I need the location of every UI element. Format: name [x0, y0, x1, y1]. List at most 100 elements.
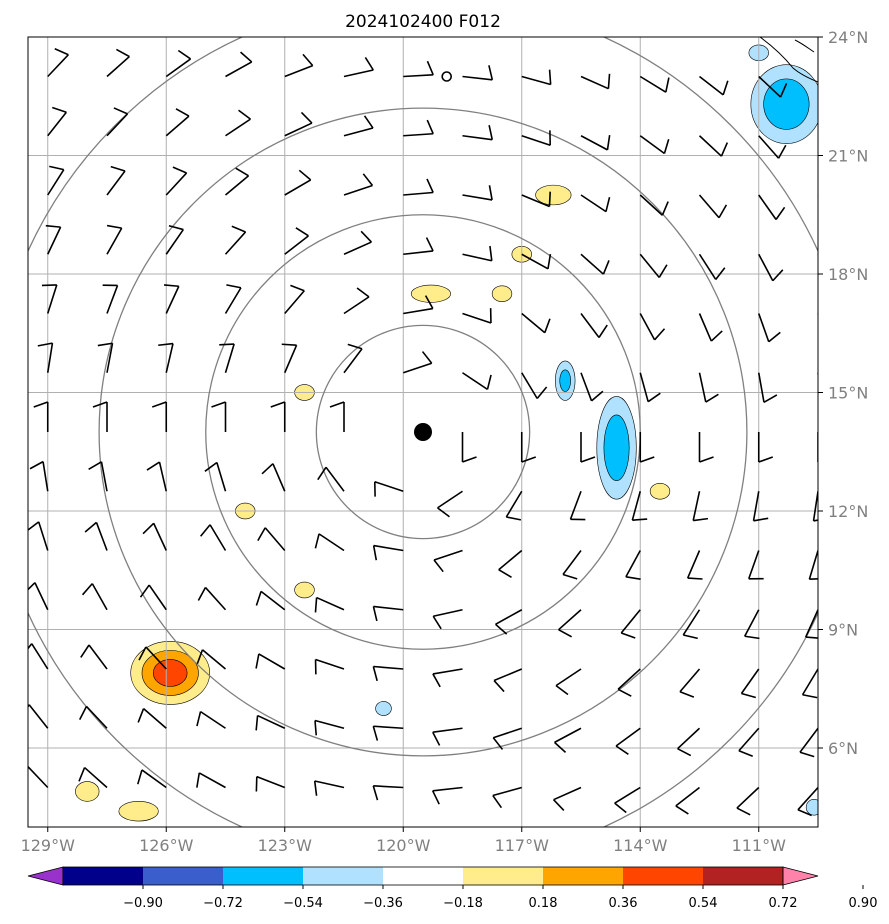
wind-barb-staff [462, 75, 493, 81]
wind-barb-flag [226, 284, 242, 289]
wind-barb-flag [768, 331, 781, 343]
wind-barb-flag [257, 527, 266, 542]
wind-barb-flag [493, 680, 505, 693]
wind-barb-staff [316, 596, 345, 611]
wind-barb-staff [682, 609, 701, 636]
wind-barb-flag [432, 673, 441, 688]
wind-barb-flag [113, 107, 128, 115]
wind-barb-flag [654, 328, 666, 341]
wind-barb-flag [605, 197, 611, 212]
y-tick-label: 21°N [828, 147, 868, 166]
wind-barb-flag [41, 284, 57, 287]
colorbar-segment [143, 867, 223, 885]
wind-barb-flag [20, 766, 27, 779]
wind-barb-flag [805, 636, 818, 639]
colorbar: −0.90 −0.72 −0.54 −0.36 −0.18 0.18 0.36 0.54 0.7… [27, 866, 877, 911]
wind-barb-flag [802, 693, 818, 699]
wind-barb-flag [432, 615, 442, 630]
wind-barb-staff [264, 527, 286, 552]
wind-barb-staff [580, 313, 600, 338]
x-tick-label: 111°W [732, 836, 787, 855]
wind-barb-staff [493, 727, 523, 739]
wind-barb-flag [45, 224, 61, 228]
wind-barb-staff [686, 550, 701, 579]
wind-barb-staff [165, 285, 180, 314]
wind-barb-staff [343, 348, 363, 374]
wind-barb-staff [204, 586, 227, 611]
colorbar-segment [623, 867, 703, 885]
wind-barb-staff [284, 179, 312, 196]
wind-barb-flag [548, 191, 552, 207]
wind-barb-staff [100, 461, 108, 492]
wind-barb-staff [569, 490, 582, 520]
wind-barb-flag [744, 635, 760, 640]
storm-center-marker [414, 423, 432, 441]
colorbar-segment [463, 867, 543, 885]
wind-barb-staff [374, 481, 404, 493]
wind-barb-flag [314, 597, 318, 613]
x-tick-label: 114°W [613, 836, 668, 855]
wind-barb-flag [675, 805, 689, 815]
wind-barb-flag [362, 173, 374, 187]
wind-barbs [20, 47, 842, 817]
wind-barb-staff [258, 653, 286, 670]
wind-barb-flag [261, 463, 274, 475]
x-tick-label: 123°W [258, 836, 313, 855]
wind-barb-staff [758, 253, 774, 282]
wind-barb-flag [544, 318, 551, 333]
wind-barb-staff [812, 491, 818, 522]
wind-barb-flag [81, 583, 93, 596]
wind-barb-flag [200, 524, 211, 537]
wind-barb-flag [163, 284, 179, 288]
wind-barb-staff [698, 313, 713, 342]
wind-barb-staff [200, 710, 226, 729]
wind-barb-flag [462, 456, 477, 463]
wind-barb-staff [580, 253, 604, 275]
wind-barb-staff [85, 705, 108, 729]
wind-barb-staff [373, 605, 404, 611]
wind-barb-flag [372, 785, 379, 801]
x-tick-label: 117°W [495, 836, 550, 855]
colorbar-segment [703, 867, 783, 885]
wind-barb-staff [224, 343, 235, 373]
wind-barb-flag [240, 51, 253, 63]
wind-barb-staff [521, 372, 538, 399]
wind-barb-flag [231, 225, 246, 233]
wind-barb-staff [797, 786, 818, 811]
wind-barb-flag [775, 206, 786, 220]
wind-barb-staff [799, 727, 818, 753]
wind-barb-flag [329, 401, 345, 408]
wind-barb-flag [211, 401, 226, 408]
wind-barb-staff [165, 229, 184, 255]
wind-barb-staff [432, 668, 463, 675]
colorbar-segment [303, 867, 383, 885]
wind-barb-flag [437, 507, 450, 518]
wind-barb-staff [580, 194, 607, 213]
wind-barb-staff [437, 490, 463, 509]
wind-barb-flag [356, 287, 370, 298]
shaded-contour [75, 781, 100, 802]
wind-barb-flag [78, 767, 86, 782]
wind-barb-flag [486, 374, 492, 390]
wind-barb-flag [138, 646, 147, 661]
wind-barb-flag [521, 456, 537, 463]
coastline-path [759, 37, 818, 83]
wind-barb-flag [833, 209, 842, 220]
wind-barb-flag [197, 587, 207, 601]
wind-barb-flag [431, 790, 440, 805]
wind-barb-staff [495, 609, 523, 626]
wind-barb-flag [553, 799, 565, 811]
wind-barb-flag [92, 401, 108, 408]
wind-barb-flag [51, 106, 67, 113]
x-tick-label: 120°W [376, 836, 431, 855]
wind-barb-flag [720, 142, 729, 157]
wind-barb-staff [808, 550, 818, 580]
wind-barb-staff [699, 75, 724, 96]
wind-barb-staff [555, 668, 582, 687]
wind-barb-flag [606, 135, 611, 150]
colorbar-tick-label: 0.18 [529, 896, 558, 911]
wind-barb-flag [78, 705, 88, 720]
wind-barb-staff [47, 111, 67, 137]
wind-barb-staff [284, 64, 314, 78]
